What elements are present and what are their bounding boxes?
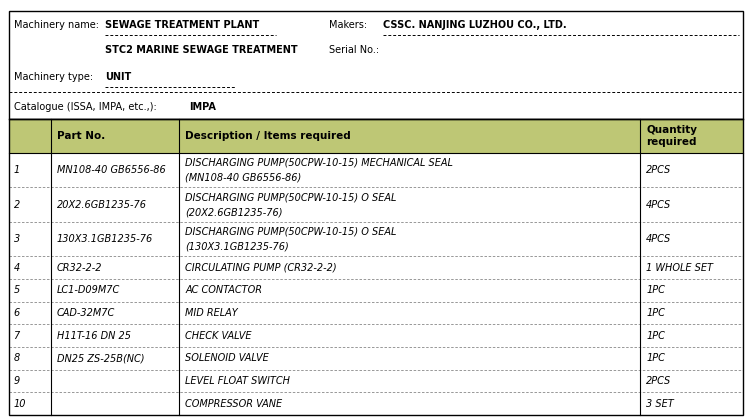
Text: 2PCS: 2PCS [646, 165, 672, 175]
Text: CSSC. NANJING LUZHOU CO., LTD.: CSSC. NANJING LUZHOU CO., LTD. [383, 21, 566, 30]
Bar [9, 119, 743, 415]
Text: H11T-16 DN 25: H11T-16 DN 25 [57, 331, 131, 341]
Text: 10: 10 [14, 399, 26, 409]
Text: 9: 9 [14, 376, 20, 386]
Text: 3 SET: 3 SET [646, 399, 674, 409]
Text: 3: 3 [14, 234, 20, 244]
Text: 2PCS: 2PCS [646, 376, 672, 386]
Text: Part No.: Part No. [57, 131, 105, 141]
Text: DISCHARGING PUMP(50CPW-10-15) MECHANICAL SEAL: DISCHARGING PUMP(50CPW-10-15) MECHANICAL… [185, 158, 453, 168]
Text: 1PC: 1PC [646, 308, 665, 318]
Bar [9, 119, 743, 153]
Text: 1PC: 1PC [646, 331, 665, 341]
Text: 4PCS: 4PCS [646, 200, 672, 210]
Text: 20X2.6GB1235-76: 20X2.6GB1235-76 [57, 200, 147, 210]
Text: 2: 2 [14, 200, 20, 210]
Text: 1PC: 1PC [646, 285, 665, 295]
Bar [9, 10, 743, 119]
Text: Description / Items required: Description / Items required [185, 131, 351, 141]
Text: CHECK VALVE: CHECK VALVE [185, 331, 252, 341]
Text: 1: 1 [14, 165, 20, 175]
Text: Machinery type:: Machinery type: [14, 72, 92, 82]
Text: DISCHARGING PUMP(50CPW-10-15) O SEAL: DISCHARGING PUMP(50CPW-10-15) O SEAL [185, 226, 397, 236]
Text: COMPRESSOR VANE: COMPRESSOR VANE [185, 399, 283, 409]
Text: 1PC: 1PC [646, 353, 665, 363]
Text: SOLENOID VALVE: SOLENOID VALVE [185, 353, 269, 363]
Text: MID RELAY: MID RELAY [185, 308, 238, 318]
Text: CIRCULATING PUMP (CR32-2-2): CIRCULATING PUMP (CR32-2-2) [185, 262, 337, 273]
Text: DISCHARGING PUMP(50CPW-10-15) O SEAL: DISCHARGING PUMP(50CPW-10-15) O SEAL [185, 192, 397, 202]
Text: CR32-2-2: CR32-2-2 [57, 262, 102, 273]
Text: 4: 4 [14, 262, 20, 273]
Text: 5: 5 [14, 285, 20, 295]
Text: AC CONTACTOR: AC CONTACTOR [185, 285, 262, 295]
Text: 8: 8 [14, 353, 20, 363]
Text: CAD-32M7C: CAD-32M7C [57, 308, 115, 318]
Text: (130X3.1GB1235-76): (130X3.1GB1235-76) [185, 241, 289, 252]
Text: LEVEL FLOAT SWITCH: LEVEL FLOAT SWITCH [185, 376, 290, 386]
Text: DN25 ZS-25B(NC): DN25 ZS-25B(NC) [57, 353, 144, 363]
Text: 130X3.1GB1235-76: 130X3.1GB1235-76 [57, 234, 153, 244]
Text: SEWAGE TREATMENT PLANT: SEWAGE TREATMENT PLANT [105, 21, 259, 30]
Text: Makers:: Makers: [329, 21, 367, 30]
Text: MN108-40 GB6556-86: MN108-40 GB6556-86 [57, 165, 165, 175]
Text: UNIT: UNIT [105, 72, 132, 82]
Text: 7: 7 [14, 331, 20, 341]
Text: Machinery name:: Machinery name: [14, 21, 99, 30]
Text: Serial No.:: Serial No.: [329, 45, 379, 55]
Text: (MN108-40 GB6556-86): (MN108-40 GB6556-86) [185, 173, 302, 183]
Text: LC1-D09M7C: LC1-D09M7C [57, 285, 120, 295]
Text: IMPA: IMPA [190, 102, 217, 112]
Text: 4PCS: 4PCS [646, 234, 672, 244]
Text: (20X2.6GB1235-76): (20X2.6GB1235-76) [185, 207, 283, 217]
Text: Quantity
required: Quantity required [646, 125, 697, 147]
Text: STC2 MARINE SEWAGE TREATMENT: STC2 MARINE SEWAGE TREATMENT [105, 45, 298, 55]
Text: 6: 6 [14, 308, 20, 318]
Text: 1 WHOLE SET: 1 WHOLE SET [646, 262, 713, 273]
Text: Catalogue (ISSA, IMPA, etc.,):: Catalogue (ISSA, IMPA, etc.,): [14, 102, 156, 112]
